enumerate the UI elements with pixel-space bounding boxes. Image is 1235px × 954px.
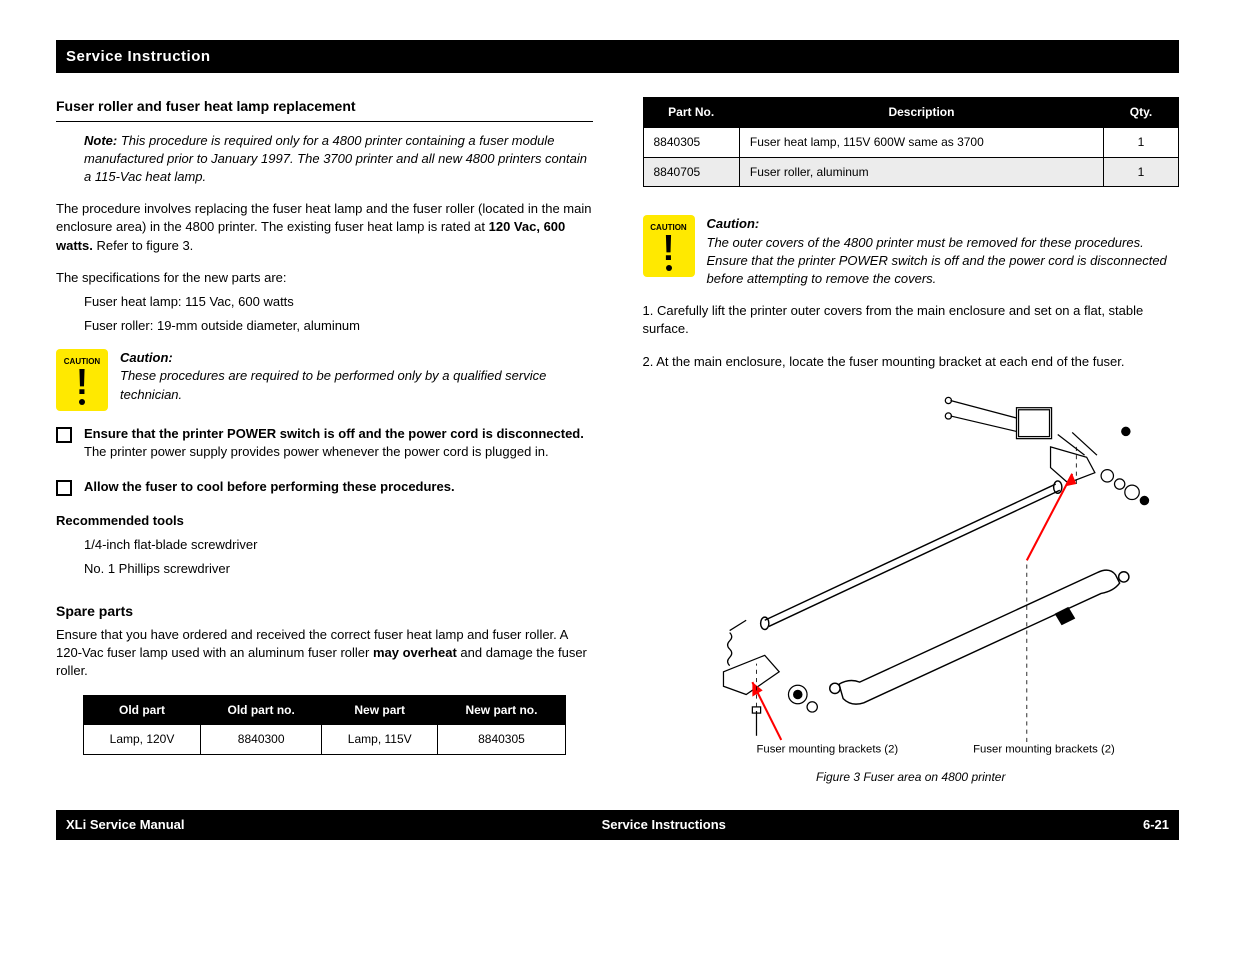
model-td-0-2: Lamp, 115V: [322, 725, 438, 755]
spare-td-0-0: 8840305: [643, 127, 739, 157]
spare-th-2: Qty.: [1104, 98, 1179, 128]
caution-word: Caution:: [707, 215, 1180, 233]
caution-block: CAUTION ! Caution: These procedures are …: [56, 349, 593, 411]
caution-icon: CAUTION !: [56, 349, 108, 411]
caution-text: Caution: These procedures are required t…: [120, 349, 593, 404]
spare-td-0-2: 1: [1104, 127, 1179, 157]
spare-th-1: Description: [739, 98, 1103, 128]
spec-intro: The specifications for the new parts are…: [56, 269, 593, 287]
table-header-row: Old part Old part no. New part New part …: [83, 695, 565, 725]
model-th-1: Old part no.: [201, 695, 322, 725]
table-row: 8840705 Fuser roller, aluminum 1: [643, 157, 1179, 187]
checkbox-icon: [56, 480, 72, 496]
para1-tail: Refer to figure 3.: [93, 238, 193, 253]
exclamation-icon: !: [663, 233, 675, 263]
footer-center: Service Instructions: [185, 816, 1143, 834]
model-th-0: Old part: [83, 695, 200, 725]
footer-left: XLi Service Manual: [66, 816, 185, 834]
section-title: Fuser roller and fuser heat lamp replace…: [56, 97, 593, 122]
caution-dot-icon: [79, 399, 85, 405]
label-upper-bracket: Fuser mounting brackets (2): [973, 743, 1115, 755]
figure-wrap: Fuser mounting brackets (2) Fuser mounti…: [643, 385, 1180, 786]
footer-right: 6-21: [1143, 816, 1169, 834]
note-label: Note:: [84, 133, 117, 148]
caution-text-right: Caution: The outer covers of the 4800 pr…: [707, 215, 1180, 288]
tool-line-2: No. 1 Phillips screwdriver: [56, 560, 593, 578]
caution-block-right: CAUTION ! Caution: The outer covers of t…: [643, 215, 1180, 288]
tools-title: Recommended tools: [56, 512, 593, 530]
step-2: 2. At the main enclosure, locate the fus…: [643, 353, 1180, 371]
spare-td-0-1: Fuser heat lamp, 115V 600W same as 3700: [739, 127, 1103, 157]
right-column: Part No. Description Qty. 8840305 Fuser …: [643, 97, 1180, 786]
spare-td-1-0: 8840705: [643, 157, 739, 187]
exclamation-icon: !: [76, 367, 88, 397]
model-td-0-0: Lamp, 120V: [83, 725, 200, 755]
note-paragraph: Note: This procedure is required only fo…: [56, 132, 593, 187]
checklist-item-2: Allow the fuser to cool before performin…: [56, 478, 593, 496]
figure-caption: Figure 3 Fuser area on 4800 printer: [643, 769, 1180, 786]
spare-parts-table: Part No. Description Qty. 8840305 Fuser …: [643, 97, 1180, 187]
model-td-0-3: 8840305: [438, 725, 565, 755]
table-header-row: Part No. Description Qty.: [643, 98, 1179, 128]
step-1: 1. Carefully lift the printer outer cove…: [643, 302, 1180, 338]
model-th-2: New part: [322, 695, 438, 725]
table-row: 8840305 Fuser heat lamp, 115V 600W same …: [643, 127, 1179, 157]
page: Service Instruction Fuser roller and fus…: [0, 0, 1235, 954]
caution-icon: CAUTION !: [643, 215, 695, 277]
tool-line-1: 1/4-inch flat-blade screwdriver: [56, 536, 593, 554]
spec-lamp: Fuser heat lamp: 115 Vac, 600 watts: [56, 293, 593, 311]
caution-word: Caution:: [120, 349, 593, 367]
spare-td-1-1: Fuser roller, aluminum: [739, 157, 1103, 187]
header-bar: Service Instruction: [56, 40, 1179, 73]
model-table: Old part Old part no. New part New part …: [83, 695, 566, 756]
checklist-item-1: Ensure that the printer POWER switch is …: [56, 425, 593, 461]
caution-body-right: The outer covers of the 4800 printer mus…: [707, 235, 1167, 286]
spec-roller: Fuser roller: 19-mm outside diameter, al…: [56, 317, 593, 335]
label-lower-bracket: Fuser mounting brackets (2): [756, 743, 898, 755]
intro-paragraph: The procedure involves replacing the fus…: [56, 200, 593, 255]
checklist-text-2: Allow the fuser to cool before performin…: [84, 478, 455, 496]
model-td-0-1: 8840300: [201, 725, 322, 755]
header-title: Service Instruction: [66, 48, 211, 65]
checkbox-icon: [56, 427, 72, 443]
spare-th-0: Part No.: [643, 98, 739, 128]
parts-intro-bold: may overheat: [373, 645, 457, 660]
footer-bar: XLi Service Manual Service Instructions …: [56, 810, 1179, 840]
parts-intro: Ensure that you have ordered and receive…: [56, 626, 593, 681]
table-row: Lamp, 120V 8840300 Lamp, 115V 8840305: [83, 725, 565, 755]
left-column: Fuser roller and fuser heat lamp replace…: [56, 97, 593, 786]
two-column-layout: Fuser roller and fuser heat lamp replace…: [56, 97, 1179, 786]
caution-dot-icon: [666, 265, 672, 271]
check1-tail: The printer power supply provides power …: [84, 444, 549, 459]
checklist-text-1: Ensure that the printer POWER switch is …: [84, 425, 593, 461]
parts-title: Spare parts: [56, 602, 593, 622]
check1-lead: Ensure that the printer POWER switch is …: [84, 426, 584, 441]
note-body: This procedure is required only for a 48…: [84, 133, 587, 184]
fuser-diagram: Fuser mounting brackets (2) Fuser mounti…: [643, 385, 1180, 756]
model-table-wrap: Old part Old part no. New part New part …: [83, 695, 566, 756]
caution-body: These procedures are required to be perf…: [120, 368, 546, 401]
model-th-3: New part no.: [438, 695, 565, 725]
spare-td-1-2: 1: [1104, 157, 1179, 187]
